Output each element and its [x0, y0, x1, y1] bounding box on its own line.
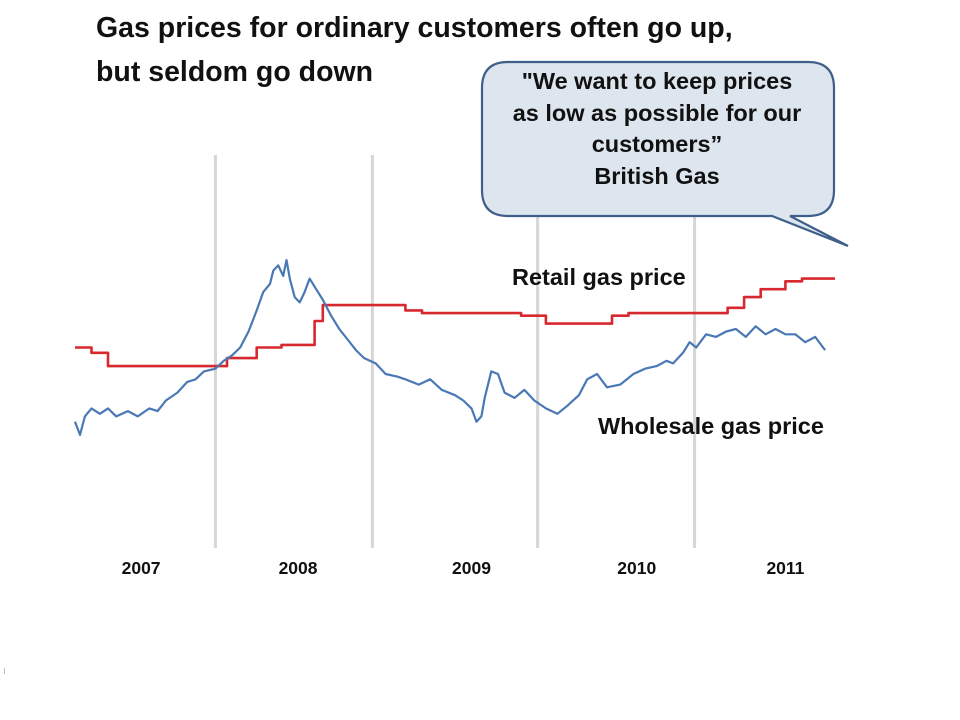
- quote-callout-bubble: [480, 60, 849, 248]
- series-lines: [73, 259, 835, 436]
- quote-callout-text: "We want to keep prices as low as possib…: [484, 66, 830, 192]
- quote-attribution: British Gas: [594, 162, 720, 189]
- corner-mark: [4, 668, 5, 674]
- x-tick-label-2009: 2009: [452, 558, 491, 578]
- chart-title-line-1: Gas prices for ordinary customers often …: [96, 12, 733, 44]
- series-line-retail: [75, 277, 835, 368]
- x-tick-label-2011: 2011: [766, 558, 805, 578]
- x-tick-label-2007: 2007: [121, 558, 161, 578]
- chart-title: Gas prices for ordinary customers often …: [96, 6, 856, 94]
- year-gridlines: [213, 155, 697, 548]
- quote-line-1: "We want to keep prices: [521, 68, 793, 94]
- x-tick-label-2008: 2008: [278, 558, 318, 578]
- series-label-wholesale: Wholesale gas price: [598, 413, 824, 439]
- series-line-wholesale: [73, 259, 826, 436]
- chart-title-line-2: but seldom go down: [96, 56, 374, 88]
- series-label-retail: Retail gas price: [512, 264, 686, 290]
- quote-line-2: as low as possible for our: [512, 99, 802, 126]
- x-tick-label-2010: 2010: [617, 558, 657, 578]
- quote-line-3: customers”: [591, 131, 723, 157]
